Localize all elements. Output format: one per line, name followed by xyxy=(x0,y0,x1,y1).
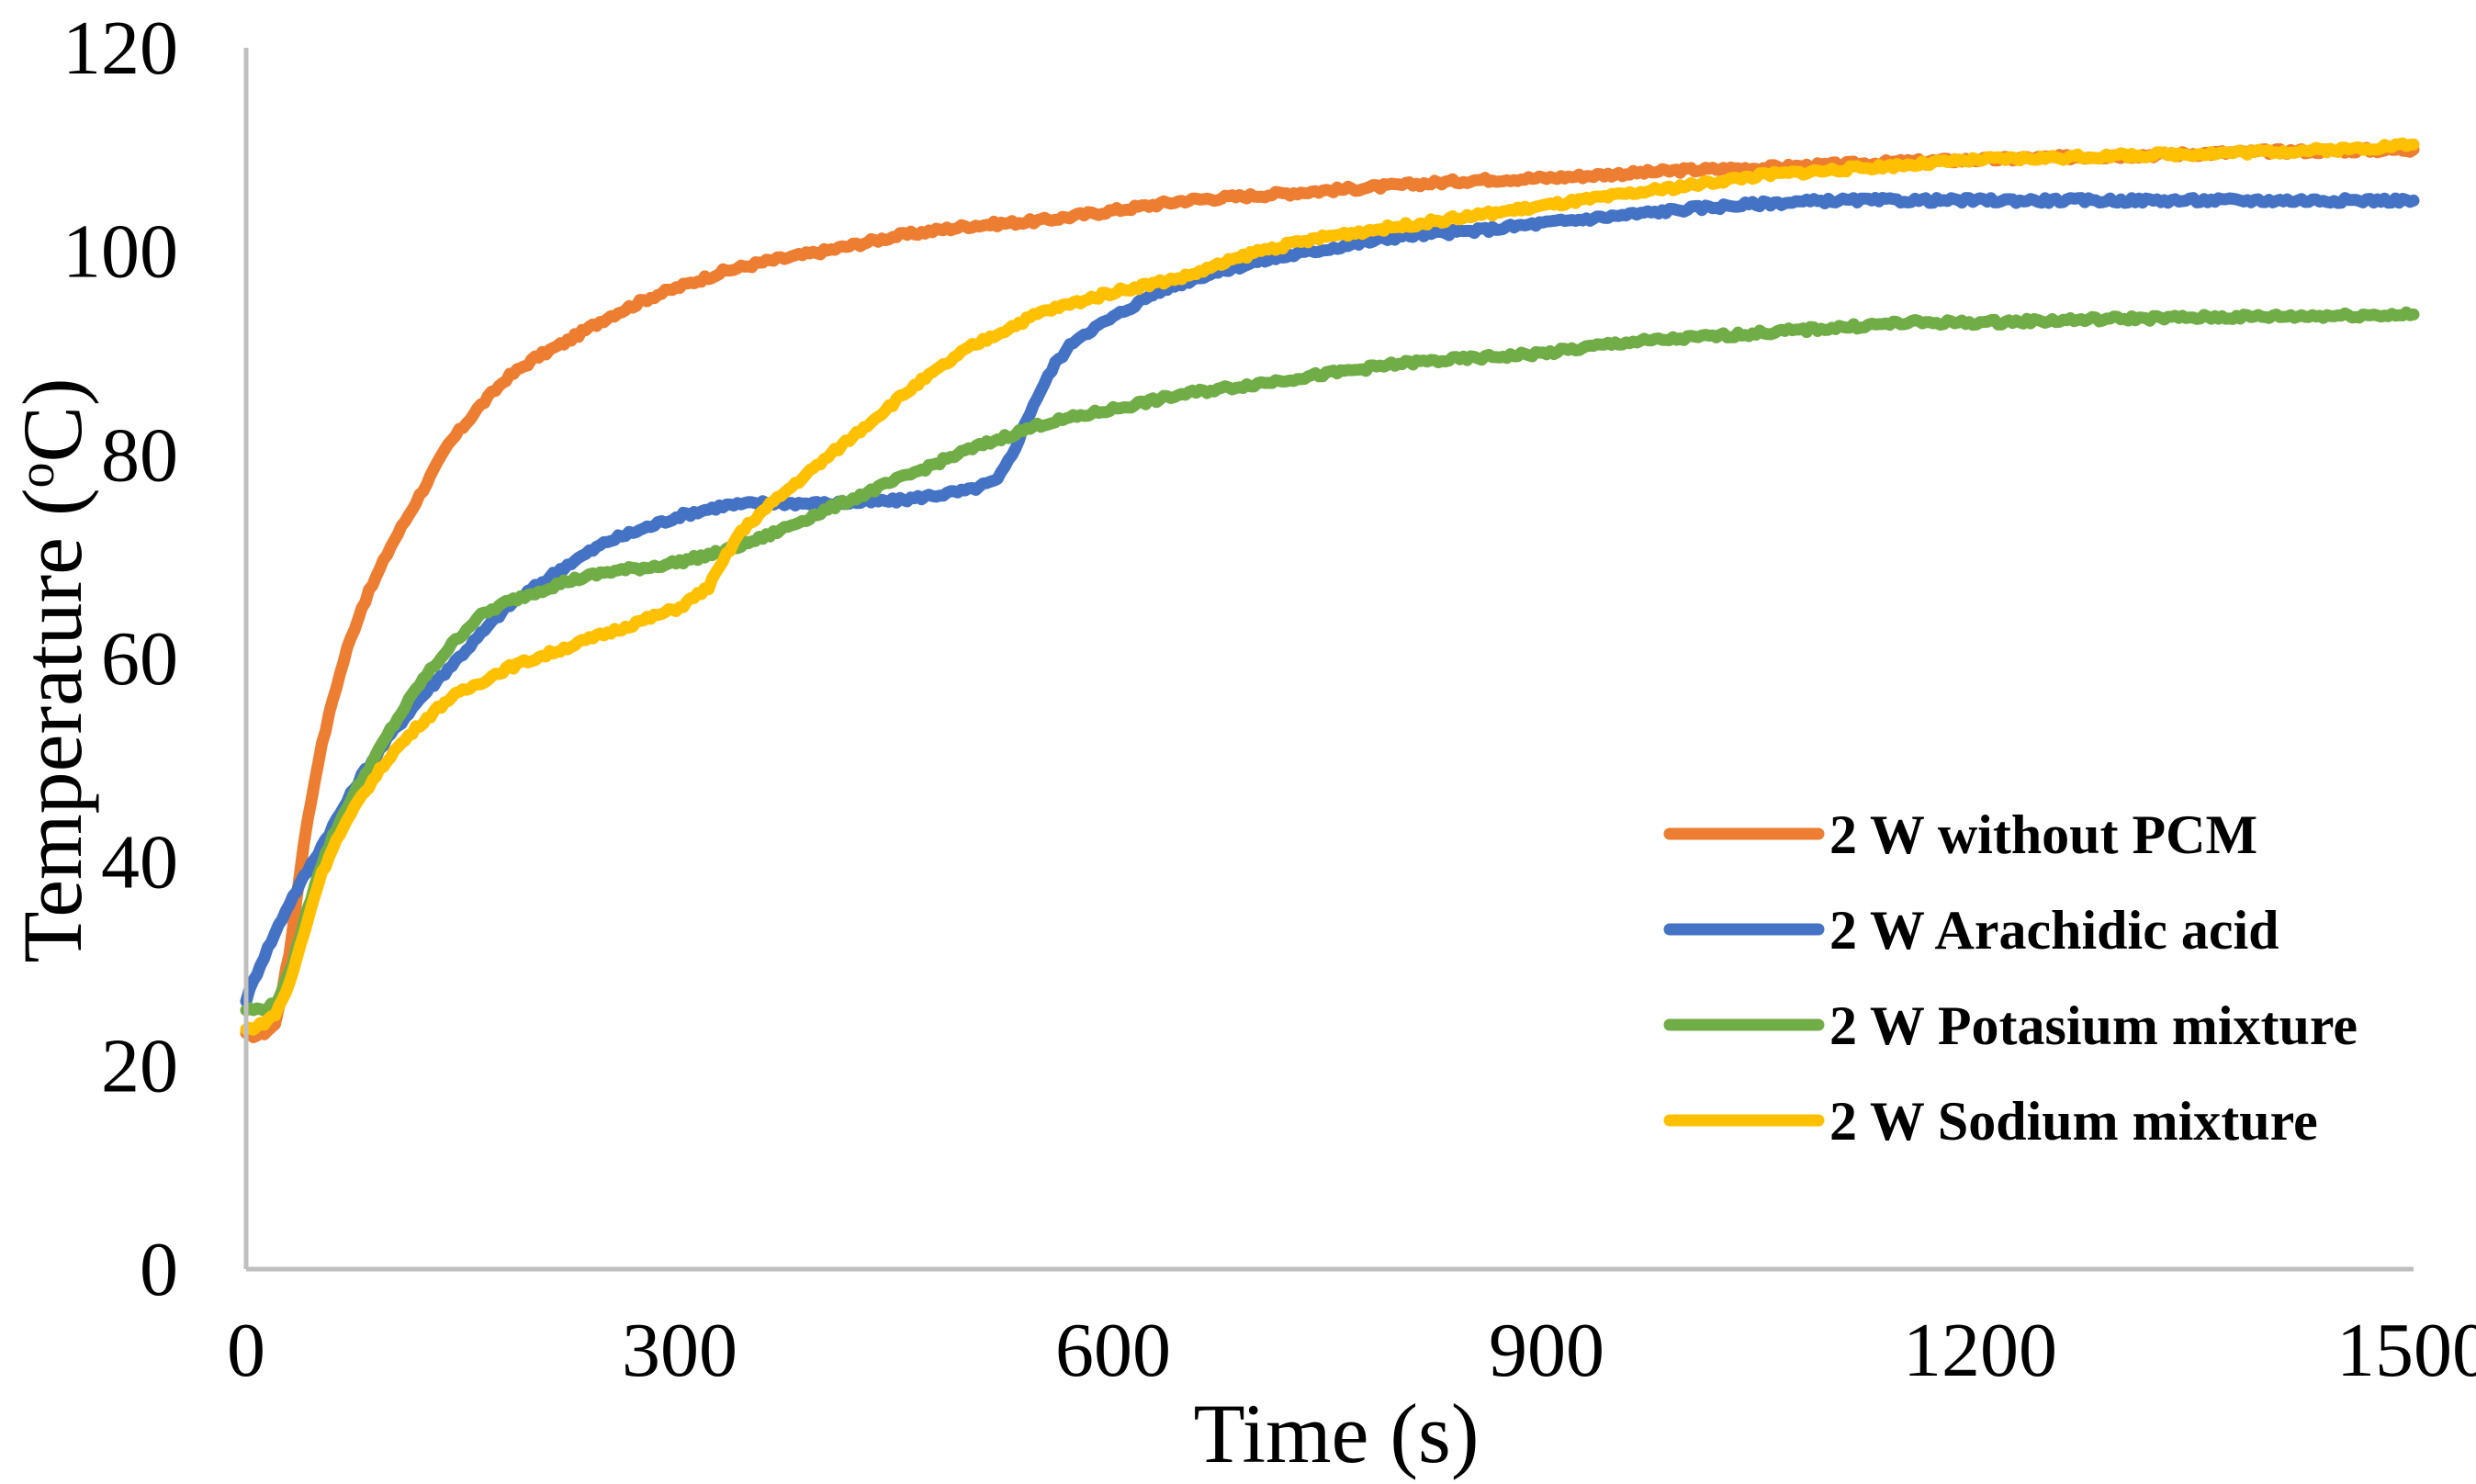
y-tick-label: 120 xyxy=(62,6,178,91)
x-tick-labels: 0 300 600 900 1200 1500 xyxy=(227,1308,2476,1393)
series-layer xyxy=(240,137,2420,1043)
y-axis-title: Temperature (oC) xyxy=(6,377,99,962)
x-tick-label: 900 xyxy=(1489,1308,1604,1393)
x-tick-label: 1500 xyxy=(2336,1308,2476,1393)
y-axis-title-sup: o xyxy=(8,462,65,488)
series-line-3 xyxy=(240,306,2420,1017)
y-tick-labels: 0 20 40 60 80 100 120 xyxy=(62,6,178,1312)
y-tick-label: 80 xyxy=(101,412,178,498)
y-tick-label: 60 xyxy=(101,616,178,702)
y-tick-label: 40 xyxy=(101,820,178,905)
x-tick-label: 600 xyxy=(1055,1308,1171,1393)
y-tick-label: 100 xyxy=(62,209,178,295)
y-tick-label: 0 xyxy=(140,1227,178,1312)
x-tick-label: 0 xyxy=(227,1308,265,1393)
legend-label: 2 W Sodium mixture xyxy=(1829,1091,2318,1152)
legend-label: 2 W Potasium mixture xyxy=(1829,995,2358,1056)
legend: 2 W without PCM 2 W Arachidic acid 2 W Pot… xyxy=(1663,804,2358,1152)
y-axis-title-main: Temperature ( xyxy=(6,488,99,962)
legend-label: 2 W without PCM xyxy=(1829,804,2257,865)
y-axis-title-tail: C) xyxy=(6,377,99,462)
y-tick-label: 20 xyxy=(101,1023,178,1108)
x-tick-label: 300 xyxy=(622,1308,737,1393)
x-axis-title: Time (s) xyxy=(1194,1387,1480,1480)
series-line-4 xyxy=(240,137,2420,1036)
x-tick-label: 1200 xyxy=(1903,1308,2057,1393)
series-line-2 xyxy=(240,192,2420,1007)
axes-layer xyxy=(243,48,2414,1272)
legend-label: 2 W Arachidic acid xyxy=(1829,900,2279,961)
